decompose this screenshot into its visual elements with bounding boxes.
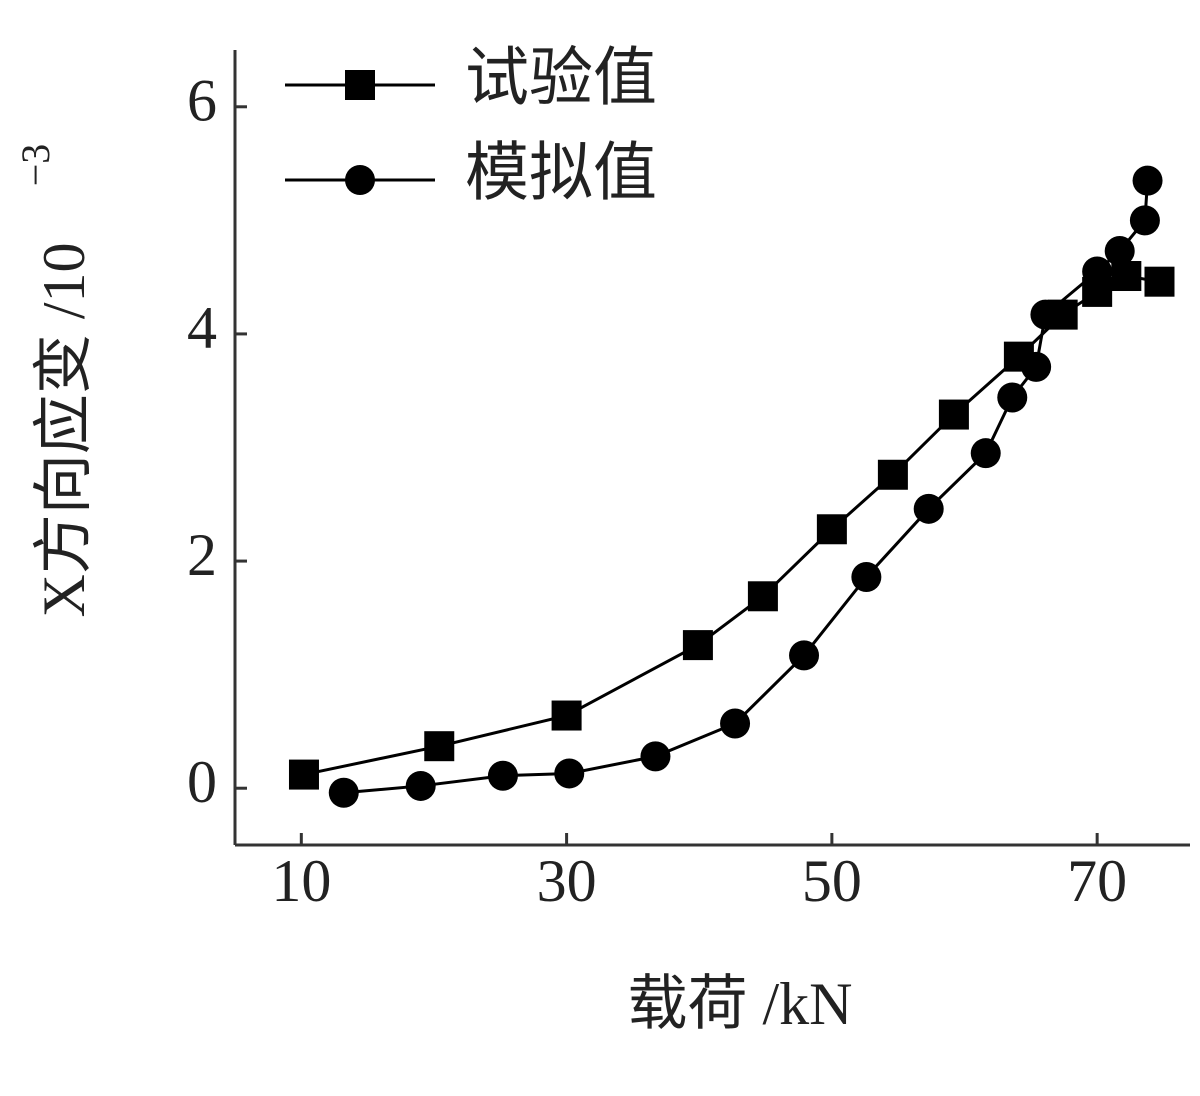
data-point bbox=[1030, 299, 1061, 330]
data-point bbox=[424, 731, 455, 762]
x-tick-label: 70 bbox=[1067, 848, 1127, 914]
data-point bbox=[487, 760, 518, 791]
x-tick-label: 50 bbox=[802, 848, 862, 914]
y-tick-label: 2 bbox=[187, 522, 217, 588]
data-point bbox=[997, 382, 1028, 413]
y-axis-label: X方向应变 /10 bbox=[31, 243, 97, 618]
y-axis-label-group: X方向应变 /10 −3 bbox=[13, 144, 97, 618]
data-point bbox=[851, 561, 882, 592]
data-point bbox=[1082, 256, 1113, 287]
data-point bbox=[1104, 236, 1135, 267]
data-point bbox=[789, 640, 820, 671]
legend-marker bbox=[345, 70, 375, 100]
legend-marker bbox=[345, 165, 375, 195]
data-point bbox=[877, 459, 908, 490]
y-tick-label: 0 bbox=[187, 749, 217, 815]
data-point bbox=[1021, 351, 1052, 382]
legend-label: 模拟值 bbox=[465, 138, 657, 209]
data-point bbox=[1129, 205, 1160, 236]
data-point bbox=[913, 493, 944, 524]
data-point bbox=[1132, 165, 1163, 196]
y-tick-label: 4 bbox=[187, 295, 217, 361]
data-point bbox=[720, 708, 751, 739]
x-axis-label: 载荷 /kN bbox=[628, 971, 853, 1037]
data-point bbox=[1144, 266, 1175, 297]
data-point bbox=[405, 770, 436, 801]
data-point bbox=[288, 759, 319, 790]
data-point bbox=[551, 700, 582, 731]
y-axis-label-exponent: −3 bbox=[13, 144, 58, 187]
data-point bbox=[747, 581, 778, 612]
legend-label: 试验值 bbox=[465, 43, 657, 114]
y-tick-label: 6 bbox=[187, 68, 217, 134]
data-point bbox=[816, 514, 847, 545]
data-point bbox=[682, 630, 713, 661]
data-point bbox=[640, 741, 671, 772]
x-tick-label: 10 bbox=[271, 848, 331, 914]
series-line bbox=[343, 180, 1150, 795]
data-point bbox=[554, 758, 585, 789]
data-point bbox=[970, 438, 1001, 469]
x-tick-label: 30 bbox=[537, 848, 597, 914]
data-point bbox=[1111, 261, 1142, 292]
data-point bbox=[938, 399, 969, 430]
data-point bbox=[328, 777, 359, 808]
